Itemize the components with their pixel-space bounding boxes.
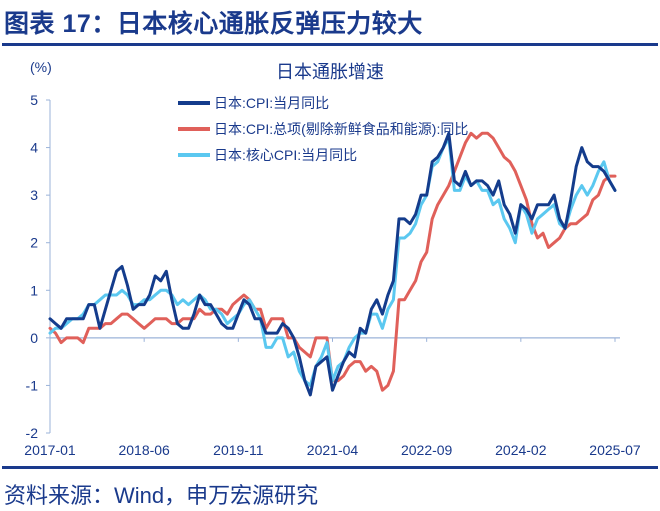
y-tick-label: 0: [30, 330, 38, 346]
y-tick-label: 5: [30, 92, 38, 108]
x-tick-label: 2019-11: [213, 442, 264, 458]
x-tick-label: 2017-01: [24, 442, 76, 458]
series-line-1: [48, 131, 617, 392]
footer-divider: [2, 466, 658, 469]
legend-label-0: 日本:CPI:当月同比: [214, 95, 329, 111]
y-tick-label: 2: [30, 235, 38, 251]
y-tick-label: -2: [26, 425, 39, 441]
series-line-0: [48, 131, 617, 397]
legend-label-2: 日本:核心CPI:当月同比: [214, 147, 357, 163]
x-tick-label: 2022-09: [401, 442, 453, 458]
y-axis-unit: (%): [30, 59, 52, 75]
y-tick-label: 4: [30, 140, 38, 156]
legend-label-1: 日本:CPI:总项(剔除新鲜食品和能源):同比: [214, 121, 468, 137]
series-line-2: [48, 136, 617, 387]
y-tick-label: -1: [26, 377, 39, 393]
x-tick-label: 2018-06: [118, 442, 170, 458]
chart-title: 日本通胀增速: [276, 62, 384, 82]
source-note: 资料来源：Wind，申万宏源研究: [4, 483, 319, 508]
x-tick-label: 2021-04: [307, 442, 359, 458]
y-tick-label: 1: [30, 282, 38, 298]
figure-title: 图表 17：日本核心通胀反弹压力较大: [4, 10, 423, 38]
y-tick-label: 3: [30, 187, 38, 203]
x-tick-label: 2025-07: [589, 442, 641, 458]
header-divider: [2, 43, 658, 46]
x-tick-label: 2024-02: [495, 442, 547, 458]
